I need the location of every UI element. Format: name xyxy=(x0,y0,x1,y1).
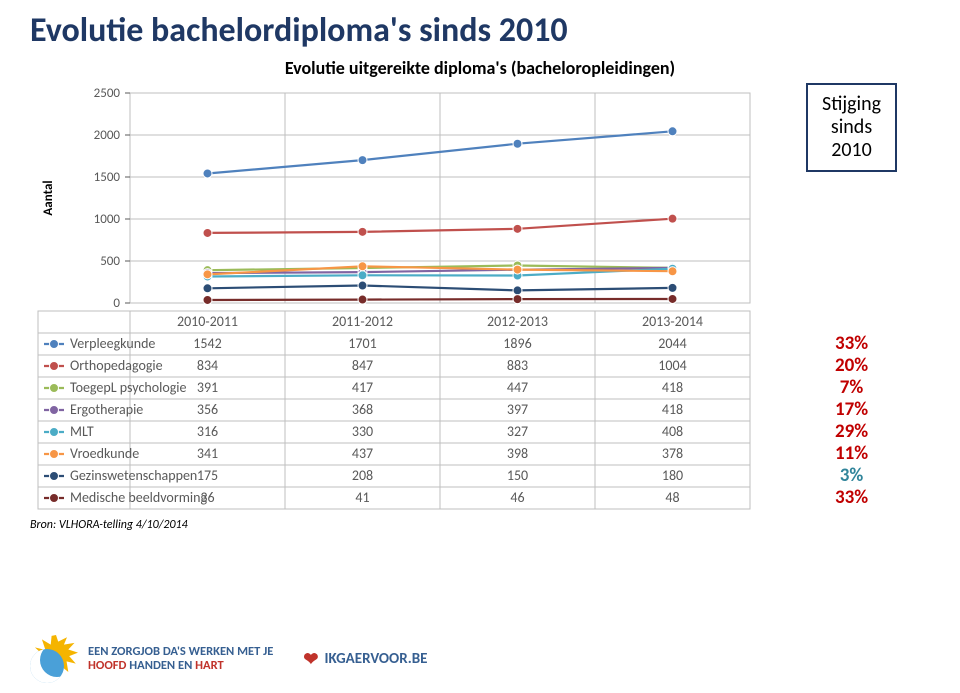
svg-text:Vroedkunde: Vroedkunde xyxy=(70,445,139,462)
zorgjob-line1: EEN ZORGJOB DA'S WERKEN MET JE xyxy=(88,645,273,659)
svg-text:175: 175 xyxy=(197,467,218,484)
svg-text:2010-2011: 2010-2011 xyxy=(177,313,238,330)
chart-with-table: 0 500 1000 1500 2000 2500 Aantal 2010-2011 2011-… xyxy=(30,83,790,518)
svg-text:2012-2013: 2012-2013 xyxy=(487,313,548,330)
svg-text:1004: 1004 xyxy=(658,357,686,374)
chart-svg: 0 500 1000 1500 2000 2500 Aantal 2010-2011 2011-… xyxy=(30,83,790,513)
zorgjob-text: EEN ZORGJOB DA'S WERKEN MET JE HOOFD HAN… xyxy=(88,645,273,673)
svg-text:847: 847 xyxy=(352,357,373,374)
pct-list: 33%20%7%17%29%11%3%33% xyxy=(835,180,868,509)
stijging-line3: 2010 xyxy=(822,139,881,162)
stijging-box: Stijging sinds 2010 xyxy=(806,83,897,172)
content-row: 0 500 1000 1500 2000 2500 Aantal 2010-2011 2011-… xyxy=(30,83,930,518)
svg-text:Medische beeldvorming: Medische beeldvorming xyxy=(70,489,207,506)
pct-value: 29% xyxy=(835,421,868,443)
svg-text:356: 356 xyxy=(197,401,218,418)
slide-title: Evolutie bachelordiploma's sinds 2010 xyxy=(30,10,930,51)
svg-text:1542: 1542 xyxy=(193,335,221,352)
pct-value: 7% xyxy=(835,377,868,399)
svg-text:1000: 1000 xyxy=(94,212,121,227)
svg-text:2013-2014: 2013-2014 xyxy=(642,313,703,330)
moon-icon xyxy=(30,649,64,683)
svg-text:Orthopedagogie: Orthopedagogie xyxy=(70,357,163,374)
svg-text:2044: 2044 xyxy=(658,335,686,352)
heart-icon: ❤ xyxy=(303,648,318,670)
svg-text:397: 397 xyxy=(507,401,528,418)
svg-text:378: 378 xyxy=(662,445,683,462)
svg-text:1500: 1500 xyxy=(94,170,121,185)
svg-text:417: 417 xyxy=(352,379,373,396)
svg-text:500: 500 xyxy=(100,254,120,269)
svg-text:MLT: MLT xyxy=(70,423,94,440)
svg-text:398: 398 xyxy=(507,445,528,462)
pct-value: 17% xyxy=(835,399,868,421)
svg-text:150: 150 xyxy=(507,467,528,484)
zorgjob-art xyxy=(30,635,78,683)
pct-value: 20% xyxy=(835,355,868,377)
zorgjob-line2: HOOFD HANDEN EN HART xyxy=(88,659,273,673)
stijging-line1: Stijging xyxy=(822,93,881,116)
svg-text:391: 391 xyxy=(197,379,218,396)
svg-text:447: 447 xyxy=(507,379,528,396)
pct-value: 33% xyxy=(835,333,868,355)
stijging-line2: sinds xyxy=(822,116,881,139)
svg-text:418: 418 xyxy=(662,401,683,418)
svg-text:48: 48 xyxy=(665,489,679,506)
svg-text:2500: 2500 xyxy=(94,86,121,101)
svg-text:368: 368 xyxy=(352,401,373,418)
pct-value: 3% xyxy=(835,465,868,487)
slide: Evolutie bachelordiploma's sinds 2010 Ev… xyxy=(0,0,960,693)
svg-text:437: 437 xyxy=(352,445,373,462)
svg-text:Gezinswetenschappen: Gezinswetenschappen xyxy=(70,467,197,484)
svg-text:0: 0 xyxy=(113,296,120,311)
svg-text:180: 180 xyxy=(662,467,683,484)
svg-text:418: 418 xyxy=(662,379,683,396)
svg-text:Verpleegkunde: Verpleegkunde xyxy=(70,335,155,352)
svg-text:2011-2012: 2011-2012 xyxy=(332,313,393,330)
ikgaervoor-logo: ❤ IKGAERVOOR.BE xyxy=(303,648,427,670)
svg-text:330: 330 xyxy=(352,423,373,440)
svg-text:327: 327 xyxy=(507,423,528,440)
svg-text:Ergotherapie: Ergotherapie xyxy=(70,401,143,418)
chart-subtitle: Evolutie uitgereikte diploma's (bachelor… xyxy=(30,57,930,79)
svg-text:834: 834 xyxy=(197,357,218,374)
svg-text:41: 41 xyxy=(355,489,369,506)
svg-text:36: 36 xyxy=(200,489,214,506)
svg-text:ToegepL psychologie: ToegepL psychologie xyxy=(70,379,186,396)
svg-text:46: 46 xyxy=(510,489,524,506)
svg-text:316: 316 xyxy=(197,423,218,440)
svg-text:408: 408 xyxy=(662,423,683,440)
svg-text:1896: 1896 xyxy=(503,335,531,352)
percentages-column: Stijging sinds 2010 33%20%7%17%29%11%3%3… xyxy=(806,83,897,509)
svg-text:2000: 2000 xyxy=(94,128,121,143)
source-note: Bron: VLHORA-telling 4/10/2014 xyxy=(30,518,930,532)
zorgjob-logo: EEN ZORGJOB DA'S WERKEN MET JE HOOFD HAN… xyxy=(30,635,273,683)
ikgaervoor-label: IKGAERVOOR.BE xyxy=(324,650,427,668)
footer-logos: EEN ZORGJOB DA'S WERKEN MET JE HOOFD HAN… xyxy=(30,635,427,683)
svg-text:1701: 1701 xyxy=(348,335,376,352)
pct-value: 11% xyxy=(835,443,868,465)
svg-text:883: 883 xyxy=(507,357,528,374)
svg-text:208: 208 xyxy=(352,467,373,484)
pct-value: 33% xyxy=(835,487,868,509)
svg-text:Aantal: Aantal xyxy=(41,180,56,215)
svg-text:341: 341 xyxy=(197,445,218,462)
